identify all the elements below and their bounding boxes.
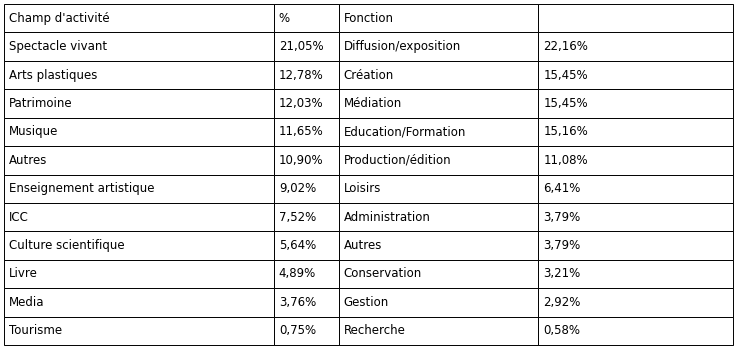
Bar [4, 288, 273, 317]
Bar [4, 317, 273, 345]
Text: Conservation: Conservation [343, 267, 422, 281]
Bar [4, 203, 273, 231]
Text: Création: Création [343, 68, 394, 82]
Text: 11,08%: 11,08% [543, 154, 588, 167]
Bar [538, 118, 733, 146]
Text: 3,79%: 3,79% [543, 239, 581, 252]
Text: Enseignement artistique: Enseignement artistique [9, 182, 155, 195]
Bar [538, 4, 733, 32]
Text: Autres: Autres [9, 154, 47, 167]
Bar [538, 288, 733, 317]
Text: Loisirs: Loisirs [343, 182, 381, 195]
Bar [338, 4, 538, 32]
Bar [4, 146, 273, 174]
Bar [338, 260, 538, 288]
Bar [4, 118, 273, 146]
Bar [338, 146, 538, 174]
Bar [538, 174, 733, 203]
Bar [273, 260, 338, 288]
Text: 7,52%: 7,52% [279, 211, 316, 224]
Bar [338, 288, 538, 317]
Bar [538, 89, 733, 118]
Bar [273, 146, 338, 174]
Text: 0,75%: 0,75% [279, 324, 316, 337]
Text: 3,76%: 3,76% [279, 296, 316, 309]
Text: Champ d'activité: Champ d'activité [9, 12, 110, 25]
Text: 15,16%: 15,16% [543, 125, 588, 138]
Text: 12,78%: 12,78% [279, 68, 324, 82]
Text: Fonction: Fonction [343, 12, 394, 25]
Bar [338, 61, 538, 89]
Bar [4, 260, 273, 288]
Text: 6,41%: 6,41% [543, 182, 581, 195]
Bar [538, 61, 733, 89]
Text: ICC: ICC [9, 211, 29, 224]
Text: 22,16%: 22,16% [543, 40, 588, 53]
Text: Musique: Musique [9, 125, 58, 138]
Bar [338, 231, 538, 260]
Bar [4, 174, 273, 203]
Text: Culture scientifique: Culture scientifique [9, 239, 125, 252]
Bar [338, 203, 538, 231]
Bar [273, 231, 338, 260]
Text: 0,58%: 0,58% [543, 324, 581, 337]
Text: 21,05%: 21,05% [279, 40, 324, 53]
Text: 11,65%: 11,65% [279, 125, 324, 138]
Bar [538, 32, 733, 61]
Bar [538, 231, 733, 260]
Text: Autres: Autres [343, 239, 382, 252]
Bar [538, 317, 733, 345]
Text: Production/édition: Production/édition [343, 154, 451, 167]
Bar [338, 89, 538, 118]
Bar [338, 317, 538, 345]
Text: 12,03%: 12,03% [279, 97, 324, 110]
Bar [4, 32, 273, 61]
Bar [4, 89, 273, 118]
Bar [4, 231, 273, 260]
Bar [4, 61, 273, 89]
Text: 3,79%: 3,79% [543, 211, 581, 224]
Text: Spectacle vivant: Spectacle vivant [9, 40, 108, 53]
Bar [4, 4, 273, 32]
Bar [538, 146, 733, 174]
Text: 10,90%: 10,90% [279, 154, 324, 167]
Text: 15,45%: 15,45% [543, 97, 588, 110]
Text: 9,02%: 9,02% [279, 182, 316, 195]
Text: Patrimoine: Patrimoine [9, 97, 73, 110]
Bar [538, 203, 733, 231]
Bar [273, 203, 338, 231]
Text: 3,21%: 3,21% [543, 267, 581, 281]
Bar [338, 32, 538, 61]
Bar [273, 174, 338, 203]
Bar [273, 118, 338, 146]
Text: Diffusion/exposition: Diffusion/exposition [343, 40, 461, 53]
Text: %: % [279, 12, 290, 25]
Text: Education/Formation: Education/Formation [343, 125, 466, 138]
Text: Gestion: Gestion [343, 296, 389, 309]
Text: Arts plastiques: Arts plastiques [9, 68, 97, 82]
Bar [273, 4, 338, 32]
Text: Administration: Administration [343, 211, 430, 224]
Bar [273, 61, 338, 89]
Bar [338, 118, 538, 146]
Bar [273, 317, 338, 345]
Text: 2,92%: 2,92% [543, 296, 581, 309]
Bar [273, 288, 338, 317]
Bar [338, 174, 538, 203]
Bar [538, 260, 733, 288]
Text: Tourisme: Tourisme [9, 324, 63, 337]
Text: Recherche: Recherche [343, 324, 405, 337]
Text: 5,64%: 5,64% [279, 239, 316, 252]
Text: Médiation: Médiation [343, 97, 402, 110]
Text: 15,45%: 15,45% [543, 68, 588, 82]
Bar [273, 89, 338, 118]
Text: Media: Media [9, 296, 45, 309]
Text: Livre: Livre [9, 267, 38, 281]
Bar [273, 32, 338, 61]
Text: 4,89%: 4,89% [279, 267, 316, 281]
